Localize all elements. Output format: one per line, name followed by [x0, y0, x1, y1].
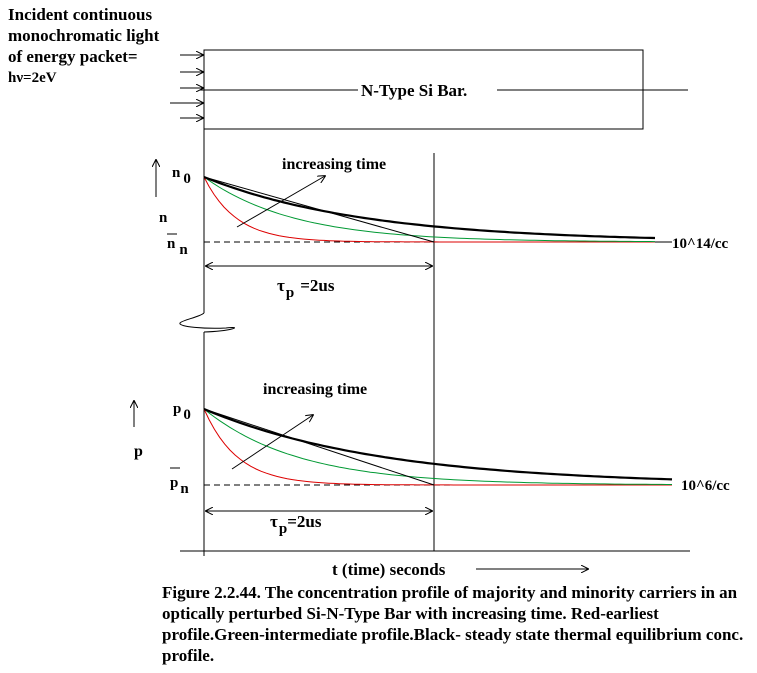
bottom-increasing-time-arrow — [231, 415, 313, 470]
top-green-profile — [203, 176, 656, 243]
figure-caption: Figure 2.2.44. The concentration profile… — [162, 583, 744, 665]
time-axis-label: t (time) seconds — [332, 560, 446, 579]
pn-value-label: 10^6/cc — [681, 478, 730, 494]
top-tau-label: τp =2us — [277, 276, 335, 301]
bottom-black-profile — [203, 407, 673, 481]
vertical-axis — [179, 129, 235, 556]
bottom-red-profile — [203, 408, 672, 486]
incident-light-arrows — [170, 55, 203, 118]
bottom-tangent-line — [203, 408, 435, 486]
incident-light-label: Incident continuous monochromatic light … — [8, 5, 164, 86]
si-bar-label: N-Type Si Bar. — [361, 81, 467, 100]
top-red-profile — [203, 176, 655, 243]
n-axis-label: n — [159, 210, 168, 226]
bottom-green-profile — [203, 408, 672, 485]
top-tangent-line — [203, 176, 435, 243]
p-axis-label: p — [134, 443, 143, 460]
top-increasing-time-label: increasing time — [282, 156, 386, 173]
bottom-increasing-time-label: increasing time — [263, 381, 367, 398]
top-increasing-time-arrow — [236, 176, 325, 228]
bottom-tau-label: τp=2us — [270, 512, 322, 537]
nn-value-label: 10^14/cc — [672, 236, 729, 252]
top-black-profile — [203, 175, 656, 240]
